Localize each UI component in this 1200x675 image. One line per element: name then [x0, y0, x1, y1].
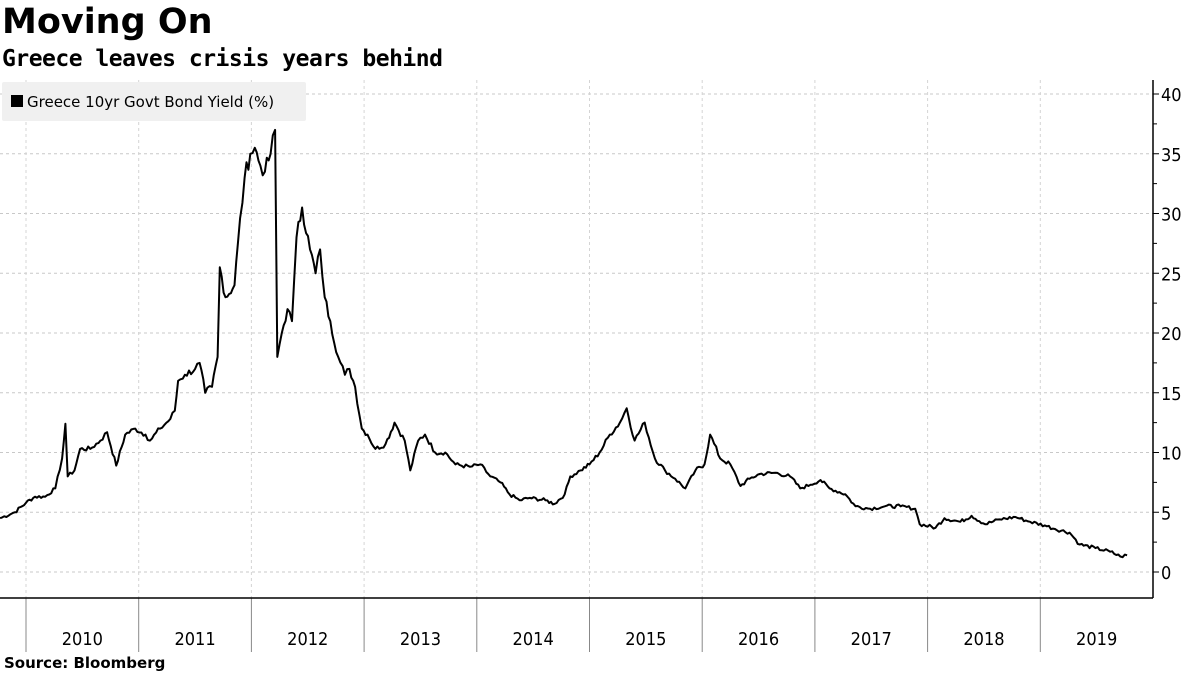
gridlines — [0, 80, 1153, 598]
x-tick-label: 2015 — [625, 629, 666, 650]
legend-background — [2, 82, 306, 121]
y-tick-label: 25 — [1161, 264, 1182, 285]
axes: 0 5 10 15 20 25 30 35 40 2010 2011 2012 2013 2014 2015… — [0, 80, 1182, 652]
x-tick-label: 2019 — [1076, 629, 1117, 650]
source-note: Source: Bloomberg — [4, 654, 166, 672]
x-tick-label: 2011 — [174, 629, 215, 650]
legend-swatch — [11, 95, 23, 107]
y-tick-label: 5 — [1161, 503, 1171, 524]
series-line-greece-10yr-yield — [0, 128, 1128, 559]
y-tick-label: 15 — [1161, 384, 1182, 405]
x-tick-label: 2017 — [851, 629, 892, 650]
x-tick-label: 2018 — [963, 629, 1004, 650]
chart-title: Moving On — [2, 2, 213, 42]
x-tick-label: 2013 — [400, 629, 441, 650]
legend-label: Greece 10yr Govt Bond Yield (%) — [27, 93, 274, 111]
y-tick-label: 40 — [1161, 85, 1182, 106]
x-tick-label: 2010 — [62, 629, 103, 650]
chart-subtitle: Greece leaves crisis years behind — [2, 46, 443, 72]
y-tick-label: 35 — [1161, 145, 1182, 166]
series-layer — [0, 128, 1128, 559]
y-tick-label: 10 — [1161, 444, 1182, 465]
y-tick-label: 30 — [1161, 205, 1182, 226]
y-tick-label: 20 — [1161, 324, 1182, 345]
x-tick-label: 2012 — [287, 629, 328, 650]
x-tick-label: 2014 — [513, 629, 554, 650]
legend: Greece 10yr Govt Bond Yield (%) — [2, 82, 306, 121]
y-tick-label: 0 — [1161, 563, 1171, 584]
x-tick-label: 2016 — [738, 629, 779, 650]
